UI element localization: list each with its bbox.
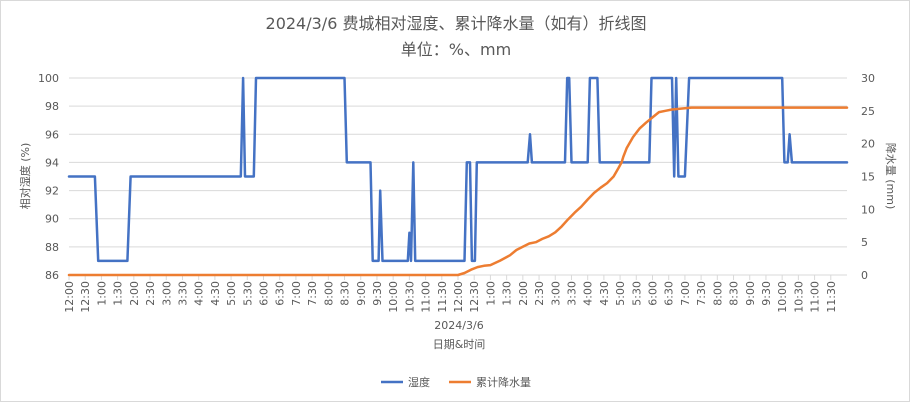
x-tick-label: 1:00 [95, 281, 108, 306]
x-tick-label: 5:30 [241, 281, 254, 306]
x-tick-label: 4:00 [582, 281, 595, 306]
legend-label: 累计降水量 [476, 375, 531, 389]
left-axis-ticks: 86 88 90 92 94 96 98 100 [38, 72, 59, 282]
right-tick-label: 15 [861, 171, 875, 184]
right-tick-label: 30 [861, 72, 875, 85]
x-axis-ticks: 12:00 12:30 1:00 1:30 2:00 2:30 3:00 3:30 4:00 4:… [63, 275, 838, 313]
x-tick-label: 4:30 [598, 281, 611, 306]
x-tick-label: 3:30 [565, 281, 578, 306]
left-tick-label: 88 [45, 241, 59, 254]
x-tick-label: 2:00 [128, 281, 141, 306]
x-tick-label: 6:00 [647, 281, 660, 306]
left-tick-label: 86 [45, 269, 59, 282]
left-tick-label: 98 [45, 100, 59, 113]
right-tick-label: 10 [861, 203, 875, 216]
x-tick-label: 9:00 [355, 281, 368, 306]
x-tick-label: 1:30 [501, 281, 514, 306]
right-tick-label: 5 [861, 236, 868, 249]
right-tick-label: 0 [861, 269, 868, 282]
x-tick-label: 1:30 [112, 281, 125, 306]
x-tick-label: 2:30 [144, 281, 157, 306]
left-tick-label: 92 [45, 185, 59, 198]
y-axis-title-left: 相对湿度 (%) [18, 143, 32, 210]
x-tick-label: 10:00 [387, 281, 400, 313]
x-tick-label: 12:30 [79, 281, 92, 313]
x-tick-label: 12:00 [63, 281, 76, 313]
x-tick-label: 9:00 [744, 281, 757, 306]
y-axis-title-right: 降水量 (mm) [884, 143, 898, 210]
x-tick-label: 11:30 [436, 281, 449, 313]
x-tick-label: 6:30 [663, 281, 676, 306]
date-label: 2024/3/6 [434, 319, 483, 332]
x-tick-label: 2:30 [533, 281, 546, 306]
x-tick-label: 9:30 [760, 281, 773, 306]
x-tick-label: 6:30 [274, 281, 287, 306]
x-tick-label: 5:00 [225, 281, 238, 306]
x-tick-label: 3:00 [549, 281, 562, 306]
x-tick-label: 8:00 [322, 281, 335, 306]
x-tick-label: 11:30 [825, 281, 838, 313]
legend: 湿度 累计降水量 [381, 375, 531, 389]
series-line-precipitation [67, 106, 849, 277]
x-tick-label: 5:00 [614, 281, 627, 306]
x-tick-label: 9:30 [371, 281, 384, 306]
legend-label: 湿度 [408, 375, 430, 389]
gridlines [69, 77, 847, 276]
left-tick-label: 100 [38, 72, 59, 85]
x-tick-label: 3:00 [160, 281, 173, 306]
chart-title: 2024/3/6 费城相对湿度、累计降水量（如有）折线图 [266, 14, 647, 33]
x-tick-label: 8:30 [339, 281, 352, 306]
x-tick-label: 11:00 [809, 281, 822, 313]
x-tick-label: 4:30 [209, 281, 222, 306]
x-tick-label: 6:00 [258, 281, 271, 306]
left-tick-label: 94 [45, 156, 59, 169]
x-tick-label: 1:00 [484, 281, 497, 306]
right-axis-ticks: 0 5 10 15 20 25 30 [861, 72, 875, 282]
left-tick-label: 96 [45, 128, 59, 141]
x-axis-title: 日期&时间 [433, 338, 486, 351]
x-tick-label: 10:00 [776, 281, 789, 313]
x-tick-label: 8:30 [728, 281, 741, 306]
x-tick-label: 12:00 [452, 281, 465, 313]
x-tick-label: 8:00 [711, 281, 724, 306]
x-tick-label: 7:30 [695, 281, 708, 306]
x-tick-label: 3:30 [176, 281, 189, 306]
x-tick-label: 7:00 [679, 281, 692, 306]
right-tick-label: 25 [861, 105, 875, 118]
x-tick-label: 7:00 [290, 281, 303, 306]
x-tick-label: 12:30 [468, 281, 481, 313]
x-tick-label: 10:30 [792, 281, 805, 313]
chart-subtitle: 单位：%、mm [401, 40, 511, 59]
x-tick-label: 7:30 [306, 281, 319, 306]
series-line-humidity [67, 76, 849, 263]
x-tick-label: 5:30 [630, 281, 643, 306]
series-layer [67, 76, 849, 277]
x-tick-label: 2:00 [517, 281, 530, 306]
left-tick-label: 90 [45, 213, 59, 226]
x-tick-label: 11:00 [420, 281, 433, 313]
x-tick-label: 10:30 [403, 281, 416, 313]
x-tick-label: 4:00 [193, 281, 206, 306]
right-tick-label: 20 [861, 138, 875, 151]
